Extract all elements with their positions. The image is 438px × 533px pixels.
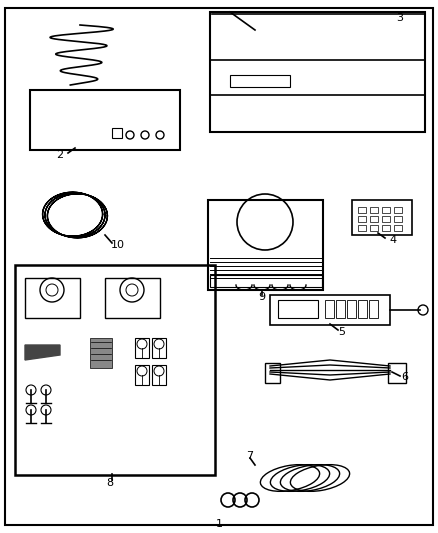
Bar (277, 300, 317, 318)
Bar (357, 300, 366, 318)
Bar (90, 338, 112, 368)
Bar (209, 275, 321, 287)
Bar (324, 300, 333, 318)
Text: 1: 1 (215, 519, 222, 529)
Bar (208, 200, 322, 290)
Text: 3: 3 (396, 13, 403, 23)
Text: 4: 4 (389, 235, 396, 245)
Bar (369, 207, 377, 213)
Bar (230, 75, 290, 87)
Bar (393, 216, 401, 222)
Bar (381, 225, 389, 231)
Bar (152, 338, 166, 358)
Bar (393, 225, 401, 231)
Bar (15, 265, 215, 475)
Bar (387, 363, 405, 383)
Text: 8: 8 (106, 478, 113, 488)
Bar (25, 278, 80, 318)
Bar (135, 338, 148, 358)
Bar (368, 300, 377, 318)
Bar (357, 225, 365, 231)
Text: 5: 5 (338, 327, 345, 337)
Bar (135, 365, 148, 385)
Bar (209, 12, 424, 132)
Bar (351, 200, 411, 235)
Bar (152, 365, 166, 385)
Bar (346, 300, 355, 318)
Bar (105, 278, 159, 318)
Bar (269, 295, 389, 325)
Text: 10: 10 (111, 240, 125, 250)
Bar (369, 225, 377, 231)
Text: 6: 6 (401, 372, 408, 382)
Bar (30, 90, 180, 150)
Bar (381, 207, 389, 213)
Bar (265, 363, 279, 383)
Bar (335, 300, 344, 318)
Bar (369, 216, 377, 222)
Text: 7: 7 (246, 451, 253, 461)
Bar (357, 207, 365, 213)
Bar (393, 207, 401, 213)
Polygon shape (25, 345, 60, 360)
Text: 2: 2 (57, 150, 64, 160)
Bar (112, 128, 122, 138)
Bar (357, 216, 365, 222)
Bar (381, 216, 389, 222)
Text: 9: 9 (258, 292, 265, 302)
